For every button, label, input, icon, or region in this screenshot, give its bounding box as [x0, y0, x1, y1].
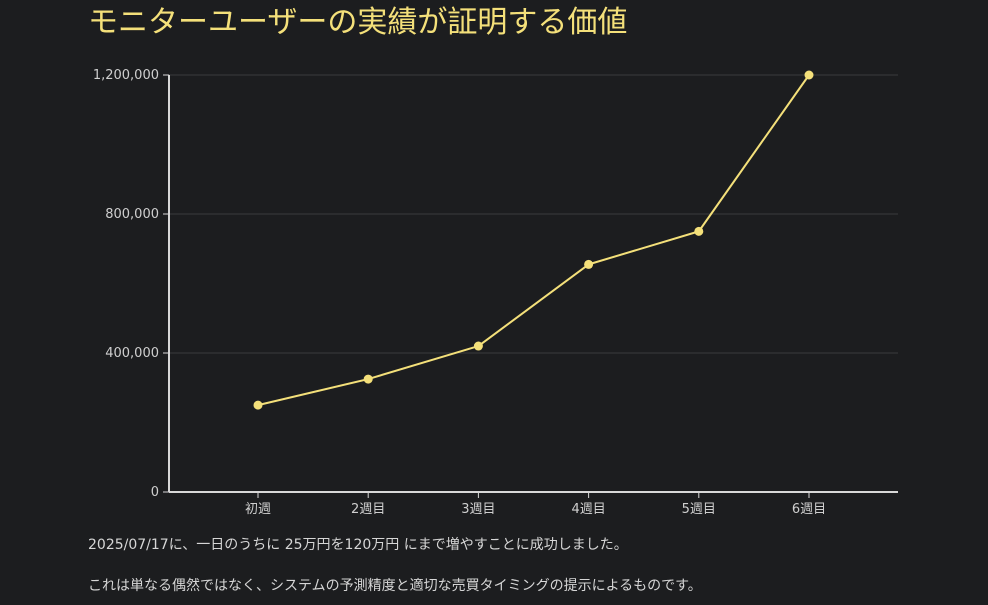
data-point [804, 70, 814, 80]
y-tick-label: 0 [151, 485, 159, 500]
axes [163, 74, 898, 498]
y-tick-label: 800,000 [105, 207, 159, 222]
caption-result: 2025/07/17に、一日のうちに 25万円を120万円 にまで増やすことに成… [88, 537, 628, 553]
series [253, 70, 814, 410]
caption-explanation: これは単なる偶然ではなく、システムの予測精度と適切な売買タイミングの提示によるも… [88, 578, 702, 594]
x-tick-label: 4週目 [571, 502, 605, 517]
line-chart: 0 400,000 800,000 1,200,000 初週 2週目 3週目 4週目 5週目 6… [93, 68, 898, 517]
x-tick-label: 3週目 [461, 502, 495, 517]
page-title: モニターユーザーの実績が証明する価値 [88, 5, 628, 40]
y-tick-labels: 0 400,000 800,000 1,200,000 [93, 68, 159, 500]
x-tick-label: 初週 [245, 502, 271, 517]
series-line [257, 74, 810, 407]
data-point [363, 374, 373, 384]
x-tick-label: 2週目 [351, 502, 385, 517]
y-tick-label: 1,200,000 [93, 68, 159, 83]
data-point [694, 226, 704, 236]
data-point [473, 341, 483, 351]
x-tick-label: 6週目 [792, 502, 826, 517]
x-tick-label: 5週目 [682, 502, 716, 517]
y-tick-label: 400,000 [105, 346, 159, 361]
x-tick-labels: 初週 2週目 3週目 4週目 5週目 6週目 [245, 502, 826, 517]
data-point [584, 259, 594, 269]
data-point [253, 400, 263, 410]
grid-lines [169, 74, 898, 354]
